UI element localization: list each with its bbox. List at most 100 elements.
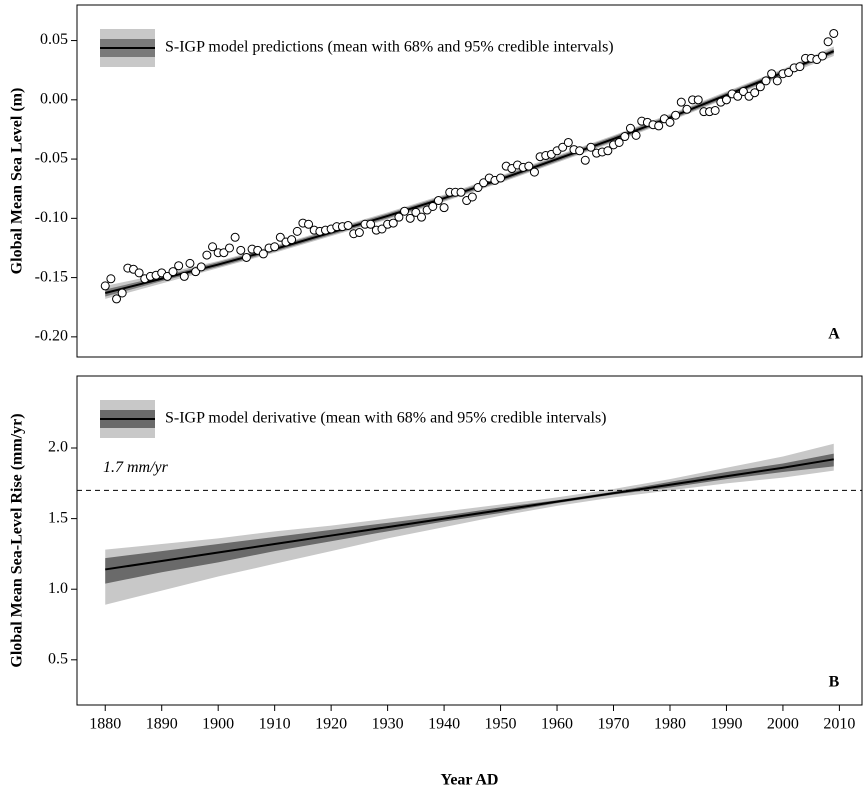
observation (377, 224, 387, 234)
observation (529, 167, 539, 177)
observation (168, 267, 178, 277)
observation (202, 250, 212, 260)
observation (354, 228, 364, 238)
observation (366, 219, 376, 229)
x-tick-label: 1990 (710, 716, 742, 733)
observation (671, 110, 681, 120)
x-tick-label: 1890 (146, 716, 178, 733)
observation (563, 137, 573, 147)
observation (224, 243, 234, 253)
observation (416, 212, 426, 222)
observation (208, 242, 218, 252)
x-tick-label: 1920 (315, 716, 347, 733)
observation (258, 249, 268, 259)
observation (631, 130, 641, 140)
band-68 (105, 453, 834, 584)
observation (676, 97, 686, 107)
observation (270, 242, 280, 252)
x-tick-label: 2010 (823, 716, 855, 733)
observation (496, 173, 506, 183)
observation (400, 206, 410, 216)
observation (823, 37, 833, 47)
observation (394, 212, 404, 222)
y-tick-label: 0.05 (40, 31, 68, 48)
observation (767, 69, 777, 79)
observation (433, 196, 443, 206)
y-tick-label: 1.0 (48, 580, 68, 597)
observation (191, 267, 201, 277)
observation (230, 232, 240, 242)
x-axis-title: Year AD (441, 772, 499, 789)
observation (721, 95, 731, 105)
observation (710, 105, 720, 115)
observation (236, 245, 246, 255)
observation (343, 220, 353, 230)
y-tick-label: 0.5 (48, 650, 68, 667)
observation (750, 88, 760, 98)
y-tick-label: -0.15 (35, 268, 68, 285)
x-tick-label: 1950 (485, 716, 517, 733)
observation (106, 274, 116, 284)
legend-label: S-IGP model derivative (mean with 68% an… (165, 410, 607, 427)
legend-label: S-IGP model predictions (mean with 68% a… (165, 39, 614, 56)
band-95 (105, 46, 834, 299)
observation (755, 82, 765, 92)
observation (467, 192, 477, 202)
observation (292, 226, 302, 236)
observation (795, 62, 805, 72)
plot-frame (76, 375, 863, 706)
observation (174, 261, 184, 271)
observation (575, 146, 585, 156)
x-tick-label: 1980 (654, 716, 686, 733)
observation (829, 28, 839, 38)
x-tick-label: 1900 (202, 716, 234, 733)
observation (733, 91, 743, 101)
mean-line (105, 458, 834, 571)
observation (388, 218, 398, 228)
observation (614, 137, 624, 147)
plot-frame (76, 4, 863, 358)
reference-label: 1.7 mm/yr (103, 459, 169, 476)
band-68 (105, 48, 834, 297)
observation (219, 248, 229, 258)
observation (117, 288, 127, 298)
observation (784, 68, 794, 78)
y-tick-label: -0.05 (35, 150, 68, 167)
x-tick-label: 1940 (428, 716, 460, 733)
observation (439, 203, 449, 213)
x-tick-label: 1970 (598, 716, 630, 733)
observation (112, 294, 122, 304)
observation (654, 121, 664, 131)
observation (625, 123, 635, 133)
observation (100, 281, 110, 291)
mean-line (104, 50, 835, 294)
y-tick-label: 1.5 (48, 509, 68, 526)
observation (620, 132, 630, 142)
observation (275, 232, 285, 242)
observation (456, 187, 466, 197)
panel-label: A (828, 326, 840, 343)
observation (179, 271, 189, 281)
observation (586, 142, 596, 152)
y-tick-label: -0.10 (35, 209, 68, 226)
observation (524, 161, 534, 171)
x-tick-label: 1960 (541, 716, 573, 733)
observation (772, 76, 782, 86)
x-tick-label: 1880 (89, 716, 121, 733)
y-tick-label: -0.20 (35, 328, 68, 345)
observation (162, 271, 172, 281)
observation (241, 252, 251, 262)
x-tick-label: 1930 (372, 716, 404, 733)
observation (411, 207, 421, 217)
observation (603, 146, 613, 156)
observation (761, 76, 771, 86)
y-axis-title: Global Mean Sea-Level Rise (mm/yr) (9, 413, 26, 667)
panel-label: B (829, 674, 840, 691)
y-tick-label: 0.00 (40, 90, 68, 107)
y-tick-label: 2.0 (48, 439, 68, 456)
observation (479, 178, 489, 188)
y-axis-title: Global Mean Sea Level (m) (9, 88, 26, 275)
band-95 (105, 443, 834, 605)
x-tick-label: 1910 (259, 716, 291, 733)
